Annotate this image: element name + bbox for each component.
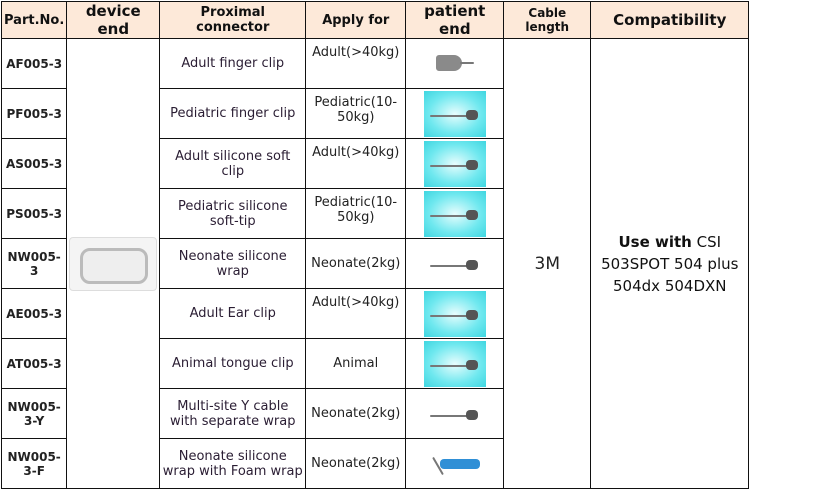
table-row: NW005-3 Neonate silicone wrap Neonate(2kg)	[0, 238, 749, 289]
apply-for: Neonate(2kg)	[305, 438, 407, 489]
apply-for: Adult(>40kg)	[305, 138, 407, 189]
patient-end-cell	[405, 138, 505, 189]
proximal-connector: Neonate silicone wrap	[159, 238, 307, 289]
table-row: AE005-3 Adult Ear clip Adult(>40kg)	[0, 288, 749, 339]
sensor-image	[424, 441, 486, 487]
patient-end-cell	[405, 288, 505, 339]
part-number: PF005-3	[0, 88, 68, 139]
patient-end-cell	[405, 338, 505, 389]
header-part-no: Part.No.	[0, 1, 68, 39]
table-row: PS005-3 Pediatric silicone soft-tip Pediat…	[0, 188, 749, 239]
patient-end-cell	[405, 88, 505, 139]
apply-for: Neonate(2kg)	[305, 388, 407, 439]
table-row: AF005-3 Adult finger clip Adult(>40kg) 3M Us…	[0, 38, 750, 489]
patient-end-cell	[405, 38, 505, 89]
part-number: NW005-3-Y	[0, 388, 68, 439]
table-row: PF005-3 Pediatric finger clip Pediatric(10…	[0, 88, 749, 139]
part-number: AS005-3	[0, 138, 68, 189]
sensor-image	[424, 241, 486, 287]
header-row: Part.No. device end Proximal connector A…	[0, 1, 750, 39]
compat-bold: Use with	[618, 232, 692, 251]
part-number: NW005-3	[0, 238, 68, 289]
apply-for: Adult(>40kg)	[305, 288, 407, 339]
proximal-connector: Adult Ear clip	[159, 288, 307, 339]
table-row: NW005-3-Y Multi-site Y cable with separat…	[0, 388, 749, 439]
proximal-connector: Adult finger clip	[159, 38, 307, 89]
sensor-image	[423, 340, 486, 387]
sensor-image	[423, 90, 486, 137]
header-cable-length: Cable length	[503, 1, 592, 39]
sensor-image	[423, 140, 486, 187]
apply-for: Adult(>40kg)	[305, 38, 407, 89]
header-compatibility: Compatibility	[590, 1, 750, 39]
patient-end-cell	[405, 238, 505, 289]
sensor-image	[424, 391, 486, 437]
patient-end-cell	[405, 388, 505, 439]
proximal-connector: Pediatric finger clip	[159, 88, 307, 139]
proximal-connector: Multi-site Y cable with separate wrap	[159, 388, 307, 439]
table-row: AT005-3 Animal tongue clip Animal	[0, 338, 749, 389]
compatibility: Use with CSI 503SPOT 504 plus 504dx 504D…	[590, 38, 750, 489]
apply-for: Neonate(2kg)	[305, 238, 407, 289]
header-device-end: device end	[66, 1, 161, 39]
table-row: NW005-3-F Neonate silicone wrap with Foam…	[0, 438, 749, 489]
apply-for: Pediatric(10-50kg)	[305, 88, 407, 139]
part-number: PS005-3	[0, 188, 68, 239]
patient-end-cell	[405, 188, 505, 239]
compat-models: CSI 503SPOT 504 plus 504dx 504DXN	[601, 232, 739, 295]
proximal-connector: Animal tongue clip	[159, 338, 307, 389]
table-row: AS005-3 Adult silicone soft clip Adult(>40…	[0, 138, 749, 189]
product-table: Part.No. device end Proximal connector A…	[0, 1, 750, 489]
device-end-cell	[66, 38, 161, 489]
cable-length: 3M	[503, 38, 592, 489]
apply-for: Pediatric(10-50kg)	[305, 188, 407, 239]
header-apply-for: Apply for	[305, 1, 407, 39]
proximal-connector: Pediatric silicone soft-tip	[159, 188, 307, 239]
part-number: AE005-3	[0, 288, 68, 339]
header-patient-end: patient end	[405, 1, 505, 39]
sensor-image	[423, 190, 486, 237]
part-number: AF005-3	[0, 38, 68, 89]
header-proximal-connector: Proximal connector	[159, 1, 307, 39]
part-number: AT005-3	[0, 338, 68, 389]
sensor-image	[423, 290, 486, 337]
patient-end-cell	[405, 438, 505, 489]
part-number: NW005-3-F	[0, 438, 68, 489]
sensor-image	[424, 41, 486, 87]
connector-image	[69, 236, 158, 291]
apply-for: Animal	[305, 338, 407, 389]
proximal-connector: Adult silicone soft clip	[159, 138, 307, 189]
proximal-connector: Neonate silicone wrap with Foam wrap	[159, 438, 307, 489]
